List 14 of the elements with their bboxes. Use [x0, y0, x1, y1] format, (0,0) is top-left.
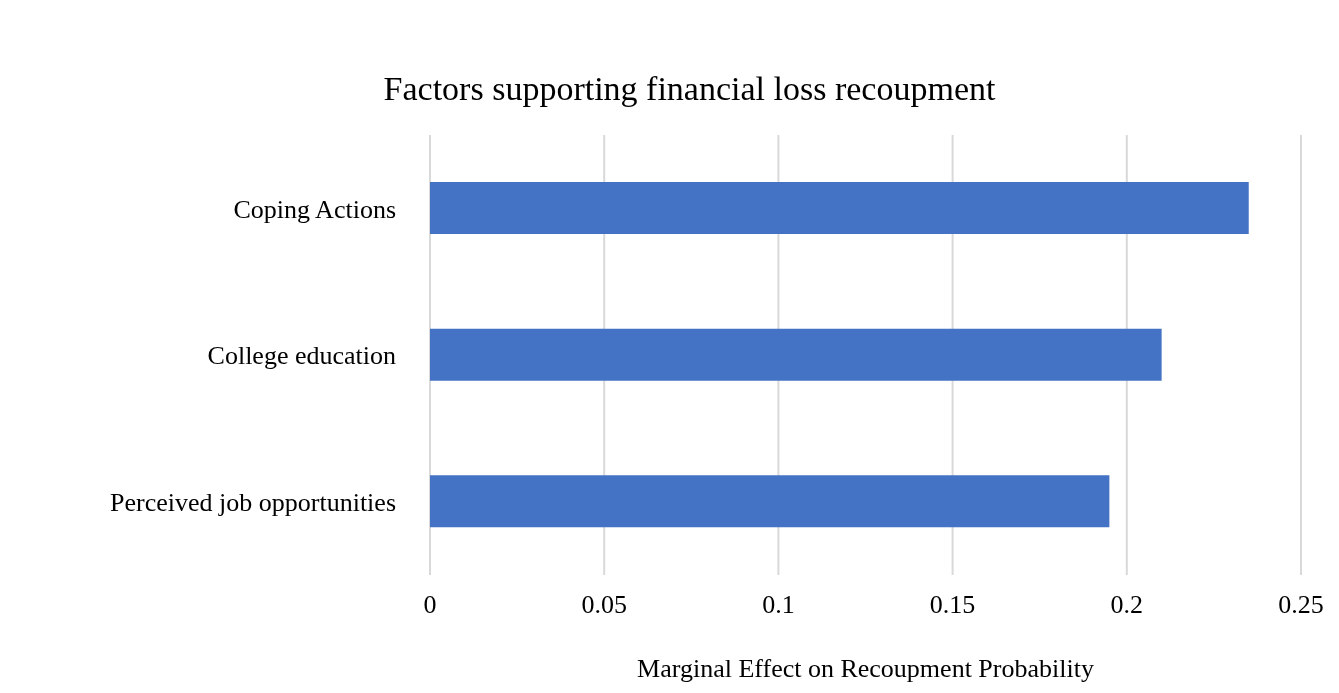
bar [430, 475, 1110, 528]
y-tick-label: Coping Actions [233, 194, 396, 224]
chart-title: Factors supporting financial loss recoupment [383, 70, 996, 108]
bar [430, 328, 1162, 381]
x-tick-label: 0 [423, 590, 437, 620]
y-tick-label: Perceived job opportunities [110, 487, 396, 517]
x-tick-label: 0.2 [1110, 590, 1144, 620]
x-tick-label: 0.25 [1278, 590, 1324, 620]
x-tick-label: 0.05 [581, 590, 627, 620]
x-axis-title: Marginal Effect on Recoupment Probability [637, 654, 1094, 683]
x-tick-label: 0.1 [762, 590, 795, 620]
y-tick-label: College education [207, 341, 396, 371]
bar [430, 182, 1249, 234]
x-tick-label: 0.15 [929, 590, 976, 620]
